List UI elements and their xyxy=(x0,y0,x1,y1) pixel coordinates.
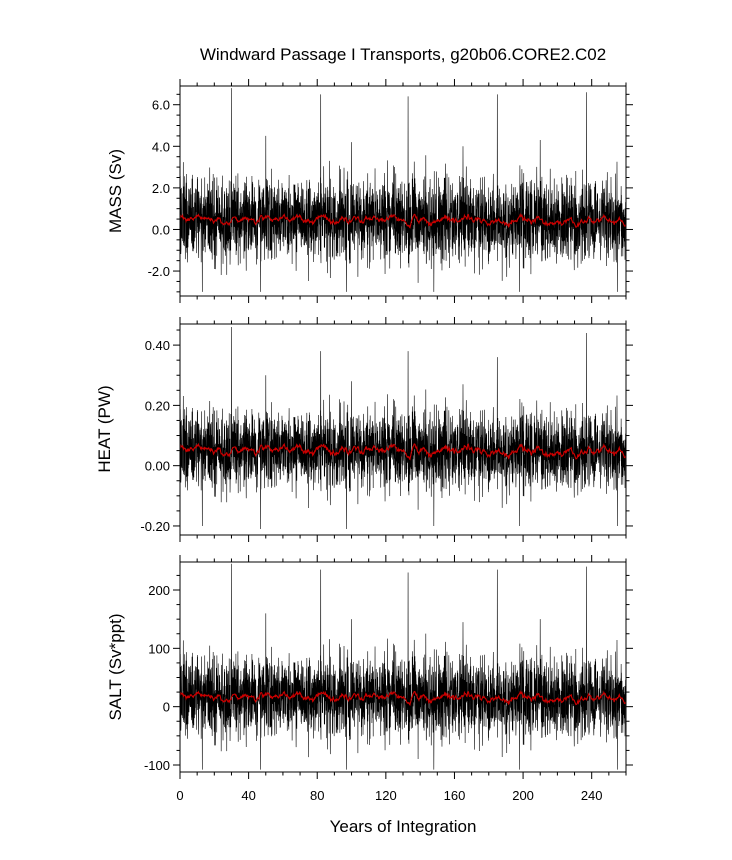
heat-y-tick-label: 0.40 xyxy=(145,338,170,353)
mass-x-ticks xyxy=(179,79,627,303)
heat-y-tick-label: 0.00 xyxy=(145,459,170,474)
x-tick-label: 240 xyxy=(581,788,603,803)
salt-y-tick-label: 100 xyxy=(148,641,170,656)
heat-y-label: HEAT (PW) xyxy=(95,385,114,472)
mass-y-tick-label: 6.0 xyxy=(152,98,170,113)
chart-title: Windward Passage I Transports, g20b06.CO… xyxy=(200,45,606,64)
panel-mass: -2.0 0.0 2.0 4.0 6.0 MASS (Sv) xyxy=(106,79,633,303)
heat-y-axis: -0.20 0.00 0.20 0.40 xyxy=(140,329,633,534)
x-axis-label: Years of Integration xyxy=(330,817,477,836)
x-tick-label: 40 xyxy=(241,788,255,803)
heat-series-smoothed xyxy=(180,442,626,461)
mass-y-tick-label: 0.0 xyxy=(152,222,170,237)
mass-y-label: MASS (Sv) xyxy=(106,149,125,233)
salt-y-tick-label: 0 xyxy=(163,700,170,715)
x-tick-label: 200 xyxy=(512,788,534,803)
salt-y-tick-label: 200 xyxy=(148,583,170,598)
heat-y-tick-label: 0.20 xyxy=(145,398,170,413)
heat-x-ticks xyxy=(179,317,627,542)
salt-series-smoothed xyxy=(180,689,626,706)
mass-y-axis: -2.0 0.0 2.0 4.0 6.0 xyxy=(148,93,633,293)
mass-series-raw xyxy=(180,88,626,292)
heat-series-raw xyxy=(180,327,626,529)
x-tick-label: 80 xyxy=(310,788,324,803)
mass-y-tick-label: 4.0 xyxy=(152,139,170,154)
x-tick-label: 120 xyxy=(375,788,397,803)
panel-heat: -0.20 0.00 0.20 0.40 HEAT (PW) xyxy=(95,317,633,542)
salt-series-raw xyxy=(180,563,626,770)
mass-series-smoothed xyxy=(180,212,626,229)
panel-salt: -100 0 100 200 0 40 80 120 160 200 240 SALT (Sv*p… xyxy=(106,555,633,803)
salt-x-axis: 0 40 80 120 160 200 240 xyxy=(176,555,627,803)
x-tick-label: 160 xyxy=(444,788,466,803)
salt-y-label: SALT (Sv*ppt) xyxy=(106,613,125,720)
salt-y-axis: -100 0 100 200 xyxy=(144,574,633,773)
x-tick-label: 0 xyxy=(176,788,183,803)
mass-y-tick-label: 2.0 xyxy=(152,181,170,196)
salt-y-tick-label: -100 xyxy=(144,758,170,773)
heat-y-tick-label: -0.20 xyxy=(140,519,170,534)
mass-y-tick-label: -2.0 xyxy=(148,264,170,279)
